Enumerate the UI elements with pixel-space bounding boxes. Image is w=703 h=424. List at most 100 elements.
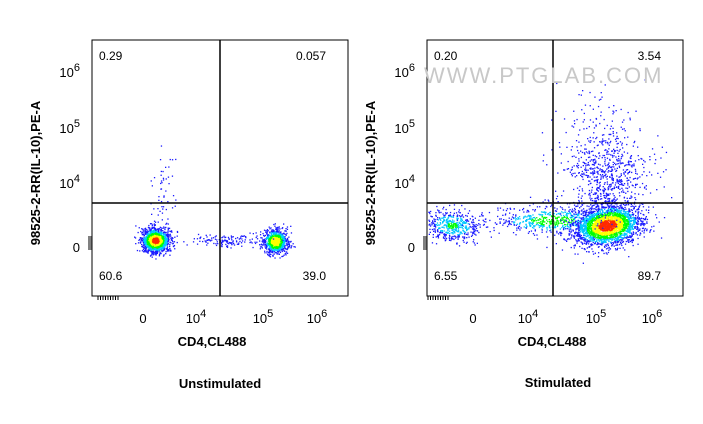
event-dot	[557, 216, 559, 218]
event-dot	[141, 237, 143, 239]
event-dot	[265, 231, 267, 233]
event-dot	[468, 228, 470, 230]
event-dot	[547, 199, 549, 201]
event-dot	[462, 229, 464, 232]
event-dot	[161, 240, 164, 242]
event-dot	[159, 245, 161, 247]
event-dot	[565, 214, 567, 216]
event-dot	[541, 228, 543, 230]
event-dot	[268, 240, 270, 242]
event-dot	[277, 243, 280, 245]
event-dot	[154, 252, 157, 255]
event-dot	[580, 226, 583, 228]
event-dot	[459, 212, 461, 214]
event-dot	[528, 211, 530, 213]
event-dot	[454, 231, 456, 233]
event-dot	[459, 222, 461, 224]
event-dot	[607, 243, 609, 245]
event-dot	[149, 232, 151, 235]
event-dot	[167, 238, 170, 240]
event-dot	[461, 219, 463, 222]
event-dot	[545, 211, 547, 214]
event-dot	[626, 230, 628, 232]
event-dot	[146, 228, 148, 231]
event-dot	[226, 246, 229, 248]
event-dot	[566, 213, 568, 215]
event-dot	[467, 220, 470, 222]
event-dot	[265, 238, 267, 240]
event-dot	[636, 216, 639, 218]
event-dot	[526, 216, 528, 218]
event-dot	[615, 207, 617, 209]
event-dot	[222, 241, 224, 243]
event-dot	[471, 226, 474, 228]
event-dot	[443, 206, 445, 208]
event-dot	[561, 207, 563, 209]
event-dot	[451, 219, 454, 221]
event-dot	[285, 234, 287, 236]
event-dot	[274, 233, 277, 235]
event-dot	[453, 231, 455, 233]
event-dot	[601, 240, 603, 242]
event-dot	[590, 209, 592, 211]
event-dot	[166, 250, 168, 252]
event-dot	[543, 211, 545, 213]
event-dot	[450, 232, 452, 234]
event-dot	[147, 231, 150, 233]
event-dot	[429, 225, 432, 227]
event-dot	[255, 236, 257, 239]
event-dot	[150, 241, 153, 243]
event-dot	[165, 238, 167, 240]
event-dot	[221, 241, 223, 244]
event-dot	[603, 239, 606, 241]
event-dot	[155, 251, 158, 253]
event-dot	[155, 254, 157, 256]
event-dot	[259, 248, 261, 250]
event-dot	[145, 237, 148, 239]
event-dot	[583, 234, 585, 236]
event-dot	[148, 229, 150, 231]
event-dot	[254, 241, 256, 243]
y-axis-title: 98525-2-RR(IL-10),PE-A	[28, 100, 43, 245]
event-dot	[143, 234, 145, 236]
event-dot	[596, 209, 598, 211]
event-dot	[280, 242, 282, 245]
event-dot	[148, 224, 150, 227]
event-dot	[158, 244, 160, 246]
event-dot	[166, 222, 168, 224]
event-dot	[572, 222, 574, 224]
event-dot	[281, 244, 283, 246]
event-dot	[183, 241, 185, 243]
event-dot	[601, 222, 603, 224]
event-dot	[464, 226, 466, 228]
event-dot	[584, 214, 586, 217]
event-dot	[231, 239, 233, 241]
event-dot	[614, 240, 616, 243]
event-dot	[619, 209, 621, 211]
event-dot	[616, 233, 618, 235]
event-dot	[145, 249, 147, 251]
event-dot	[607, 209, 610, 211]
event-dot	[449, 227, 451, 230]
event-dot	[459, 220, 462, 222]
event-dot	[539, 218, 541, 220]
event-dot	[549, 227, 551, 229]
event-dot	[134, 237, 137, 239]
event-dot	[475, 229, 477, 231]
event-dot	[146, 239, 148, 242]
event-dot	[476, 242, 478, 244]
event-dot	[277, 248, 279, 250]
event-dot	[611, 244, 613, 246]
event-dot	[167, 237, 169, 239]
event-dot	[277, 235, 279, 237]
event-dot	[622, 234, 624, 236]
event-dot	[287, 241, 289, 243]
event-dot	[532, 219, 535, 221]
event-dot	[607, 247, 609, 249]
event-dot	[607, 221, 609, 223]
event-dot	[244, 239, 246, 241]
event-dot	[574, 209, 576, 211]
event-dot	[582, 238, 584, 240]
event-dot	[555, 221, 558, 223]
event-dot	[152, 243, 154, 246]
